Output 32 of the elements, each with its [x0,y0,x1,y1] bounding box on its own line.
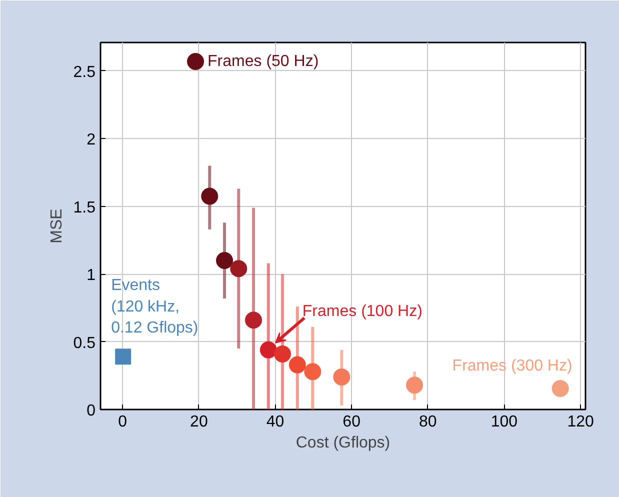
y-tick-label: 1.5 [73,199,96,216]
point [304,363,322,380]
y-axis-title: MSE [48,208,66,244]
x-axis-title: Cost (Gflops) [296,434,390,452]
x-tick-label: 40 [266,414,284,430]
x-tick-label: 20 [190,414,208,430]
x-tick-label: 80 [419,414,437,430]
y-tick-label: 0 [86,402,96,420]
annotation: Frames (50 Hz) [208,52,319,70]
x-tick-label: 120 [567,414,594,430]
y-tick-label: 2 [86,132,96,149]
point [406,376,424,394]
annotation: Events (120 kHz, 0.12 Gflops) [111,277,198,337]
y-tick-label: 1 [86,267,96,284]
x-tick-label: 100 [490,414,518,430]
point [201,188,218,205]
point [187,52,204,70]
x-tick-label: 0 [118,414,128,430]
annotation: Frames (100 Hz) [302,302,422,320]
point [333,368,350,386]
point [552,380,569,397]
point [260,341,277,358]
point [230,260,248,278]
point [245,312,262,329]
point [115,348,132,365]
y-tick-label: 0.5 [73,334,96,352]
point [274,345,292,362]
annotation: Frames (300 Hz) [452,358,572,375]
point [288,356,306,374]
y-tick-label: 2.5 [73,64,96,81]
point [216,252,234,270]
x-tick-label: 60 [342,414,361,430]
